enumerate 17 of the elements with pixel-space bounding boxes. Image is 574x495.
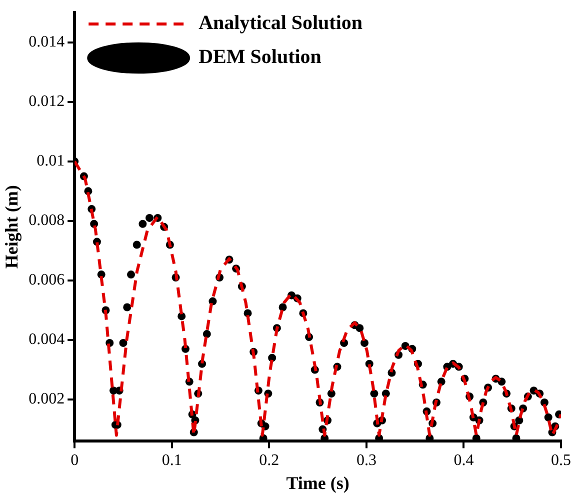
y-tick-label: 0.004	[28, 331, 65, 348]
x-tick-label: 0.1	[162, 452, 182, 470]
x-tick-label: 0.2	[259, 452, 280, 470]
x-tick-label: 0.4	[454, 452, 474, 470]
x-tick-label: 0.5	[551, 452, 571, 470]
y-tick-label: 0.014	[28, 34, 65, 51]
legend-label: Analytical Solution	[198, 12, 363, 34]
x-tick-label: 0.3	[356, 452, 376, 470]
x-axis-title: Time (s)	[286, 472, 350, 493]
y-tick-label: 0.006	[28, 272, 65, 289]
y-tick-label: 0.01	[36, 152, 65, 170]
legend-label: DEM Solution	[198, 46, 322, 68]
x-tick-label: 0	[70, 452, 79, 470]
y-axis-title: Height (m)	[1, 185, 22, 269]
y-tick-label: 0.012	[28, 93, 65, 110]
y-tick-label: 0.008	[28, 212, 65, 230]
y-tick-label: 0.002	[28, 390, 65, 408]
